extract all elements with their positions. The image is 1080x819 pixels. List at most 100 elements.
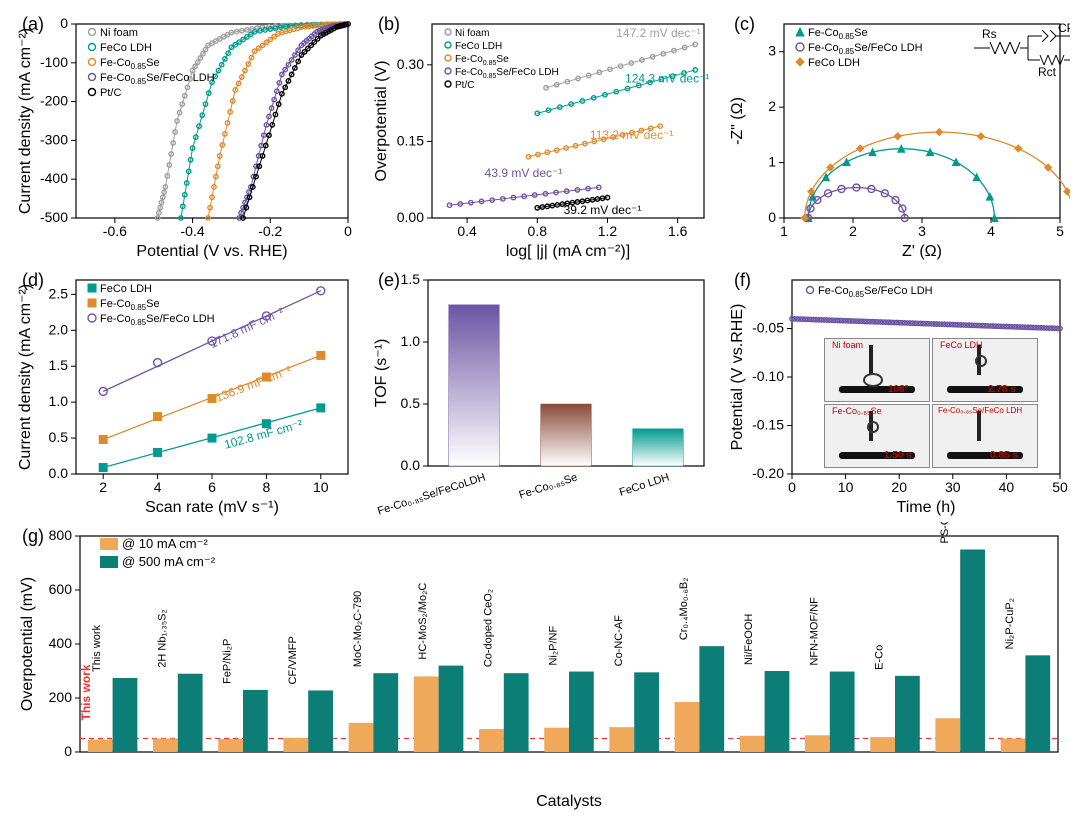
svg-text:Ni foam: Ni foam xyxy=(455,28,489,39)
svg-text:5: 5 xyxy=(1056,223,1064,239)
svg-text:1: 1 xyxy=(768,154,776,170)
svg-text:@ 500 mA cm⁻²: @ 500 mA cm⁻² xyxy=(122,554,216,569)
svg-text:Ni₂P/NF: Ni₂P/NF xyxy=(548,626,560,666)
svg-text:Potential (V vs.RHE): Potential (V vs.RHE) xyxy=(729,304,746,451)
svg-text:4: 4 xyxy=(154,479,162,495)
panel-f-inset: Ni foam FeCo LDH Fe-Co₀.₈₅Se Fe-Co₀.₈₅Se… xyxy=(824,338,1036,468)
svg-text:FeCo LDH: FeCo LDH xyxy=(100,283,152,295)
svg-text:0.15: 0.15 xyxy=(397,132,424,148)
svg-text:-500: -500 xyxy=(40,209,68,225)
svg-text:2: 2 xyxy=(99,479,107,495)
svg-text:6: 6 xyxy=(208,479,216,495)
svg-text:Ni₂P-CuP₂: Ni₂P-CuP₂ xyxy=(1004,598,1016,649)
svg-text:0.0: 0.0 xyxy=(401,457,421,473)
svg-text:Current density (mA cm⁻²): Current density (mA cm⁻²) xyxy=(17,28,34,214)
tag-f: (f) xyxy=(734,270,751,291)
svg-text:Overpotential (mV): Overpotential (mV) xyxy=(19,577,36,711)
svg-text:1.5: 1.5 xyxy=(401,271,421,287)
svg-text:2.0: 2.0 xyxy=(49,321,69,337)
svg-text:HC-MoS₂/Mo₂C: HC-MoS₂/Mo₂C xyxy=(417,583,429,660)
svg-text:39.2 mV dec⁻¹: 39.2 mV dec⁻¹ xyxy=(564,203,642,217)
svg-text:20: 20 xyxy=(891,479,907,495)
svg-text:0.8: 0.8 xyxy=(528,223,548,239)
panel-g: 0200400600800Overpotential (mV)Catalysts… xyxy=(14,522,1068,812)
svg-text:2: 2 xyxy=(768,98,776,114)
svg-text:3: 3 xyxy=(918,223,926,239)
inset-title-1: FeCo LDH xyxy=(940,340,983,350)
svg-text:Co-NC-AF: Co-NC-AF xyxy=(613,615,625,667)
svg-text:Cr₀.₄Mo₀.₆B₂: Cr₀.₄Mo₀.₆B₂ xyxy=(678,577,690,640)
svg-text:Catalysts: Catalysts xyxy=(536,793,602,810)
svg-text:10: 10 xyxy=(838,479,854,495)
svg-text:NFN-MOF/NF: NFN-MOF/NF xyxy=(808,597,820,666)
svg-text:30: 30 xyxy=(945,479,961,495)
svg-text:Ni/FeOOH: Ni/FeOOH xyxy=(743,614,755,665)
svg-text:0.30: 0.30 xyxy=(397,56,424,72)
svg-text:CPE: CPE xyxy=(1058,21,1070,35)
inset-val-2: 1.50 s xyxy=(884,450,912,461)
svg-text:0.5: 0.5 xyxy=(49,429,69,445)
svg-text:113.2 mV dec⁻¹: 113.2 mV dec⁻¹ xyxy=(590,128,673,142)
svg-text:Scan rate (mV s⁻¹): Scan rate (mV s⁻¹) xyxy=(145,499,279,516)
svg-text:2: 2 xyxy=(849,223,857,239)
svg-text:0.4: 0.4 xyxy=(457,223,477,239)
svg-text:1: 1 xyxy=(780,223,788,239)
svg-text:0: 0 xyxy=(768,209,776,225)
svg-text:0: 0 xyxy=(60,15,68,31)
svg-text:400: 400 xyxy=(49,635,73,651)
svg-text:-200: -200 xyxy=(40,93,68,109)
svg-text:MoC-Mo₂C-790: MoC-Mo₂C-790 xyxy=(352,591,364,667)
svg-text:0: 0 xyxy=(788,479,796,495)
inset-val-0: 108° xyxy=(888,384,909,395)
svg-text:-300: -300 xyxy=(40,131,68,147)
svg-text:8: 8 xyxy=(263,479,271,495)
svg-text:1.5: 1.5 xyxy=(49,357,69,373)
svg-text:log[ |j| (mA cm⁻²)]: log[ |j| (mA cm⁻²)] xyxy=(506,243,630,260)
svg-text:FeCo LDH: FeCo LDH xyxy=(455,41,502,52)
svg-text:CF/VMFP: CF/VMFP xyxy=(287,636,299,684)
inset-title-2: Fe-Co₀.₈₅Se xyxy=(832,406,882,416)
svg-text:Fe-Co0.85Se: Fe-Co0.85Se xyxy=(100,298,160,312)
svg-text:3: 3 xyxy=(768,43,776,59)
svg-text:136.9 mF cm⁻²: 136.9 mF cm⁻² xyxy=(213,363,293,405)
svg-text:147.2 mV dec⁻¹: 147.2 mV dec⁻¹ xyxy=(616,26,700,40)
panel-d: 2468100.00.51.01.52.02.5Scan rate (mV s⁻… xyxy=(14,266,358,518)
svg-text:Fe-Co0.85Se/FeCo LDH: Fe-Co0.85Se/FeCo LDH xyxy=(100,72,215,86)
svg-text:-0.6: -0.6 xyxy=(103,223,127,239)
svg-text:Fe-Co0.85Se/FeCo LDH: Fe-Co0.85Se/FeCo LDH xyxy=(100,313,215,327)
svg-text:Fe-Co0.85Se/FeCo LDH: Fe-Co0.85Se/FeCo LDH xyxy=(455,67,559,80)
tag-c: (c) xyxy=(734,14,755,35)
svg-text:0: 0 xyxy=(344,223,352,239)
svg-text:Overpotential (V): Overpotential (V) xyxy=(373,61,390,182)
inset-title-3: Fe-Co₀.₈₅Se/FeCo LDH xyxy=(938,406,1022,415)
svg-text:Fe-Co0.85Se: Fe-Co0.85Se xyxy=(455,54,509,67)
svg-text:-0.05: -0.05 xyxy=(752,320,784,336)
svg-text:200: 200 xyxy=(49,689,73,705)
panel-a: -0.6-0.4-0.20-500-400-300-200-1000Potent… xyxy=(14,10,358,262)
svg-text:FeCo LDH: FeCo LDH xyxy=(808,57,860,69)
tag-e: (e) xyxy=(378,270,400,291)
svg-text:1.0: 1.0 xyxy=(49,393,69,409)
svg-text:124.3 mV dec⁻¹: 124.3 mV dec⁻¹ xyxy=(625,72,709,86)
panel-b: 0.40.81.21.60.000.150.30log[ |j| (mA cm⁻… xyxy=(370,10,714,262)
svg-text:FeP/Ni₂P: FeP/Ni₂P xyxy=(222,639,234,684)
svg-text:Fe-Co₀.₈₅Se/FeCoLDH: Fe-Co₀.₈₅Se/FeCoLDH xyxy=(376,471,487,517)
svg-text:171.8 mF cm⁻²: 171.8 mF cm⁻² xyxy=(207,305,286,351)
inset-title-0: Ni foam xyxy=(832,340,863,350)
svg-text:Pt/C: Pt/C xyxy=(455,80,474,91)
svg-text:-0.4: -0.4 xyxy=(181,223,205,239)
svg-text:PS-Cu: PS-Cu xyxy=(939,522,951,544)
svg-text:This work: This work xyxy=(91,624,103,672)
svg-text:0.0: 0.0 xyxy=(49,465,69,481)
svg-text:Current density (mA cm⁻²): Current density (mA cm⁻²) xyxy=(17,284,34,470)
svg-text:Ni foam: Ni foam xyxy=(100,27,138,39)
svg-text:Fe-Co0.85Se/FeCo LDH: Fe-Co0.85Se/FeCo LDH xyxy=(818,285,933,299)
svg-text:600: 600 xyxy=(49,581,73,597)
svg-text:4: 4 xyxy=(987,223,995,239)
svg-text:-Z" (Ω): -Z" (Ω) xyxy=(729,97,746,145)
svg-text:Co-doped CeO₂: Co-doped CeO₂ xyxy=(482,589,494,667)
svg-text:-100: -100 xyxy=(40,54,68,70)
panel-c: 123450123Z' (Ω)-Z" (Ω)Fe-Co0.85SeFe-Co0.… xyxy=(726,10,1070,262)
svg-text:@ 10 mA cm⁻²: @ 10 mA cm⁻² xyxy=(122,536,208,551)
svg-text:-0.20: -0.20 xyxy=(752,465,784,481)
